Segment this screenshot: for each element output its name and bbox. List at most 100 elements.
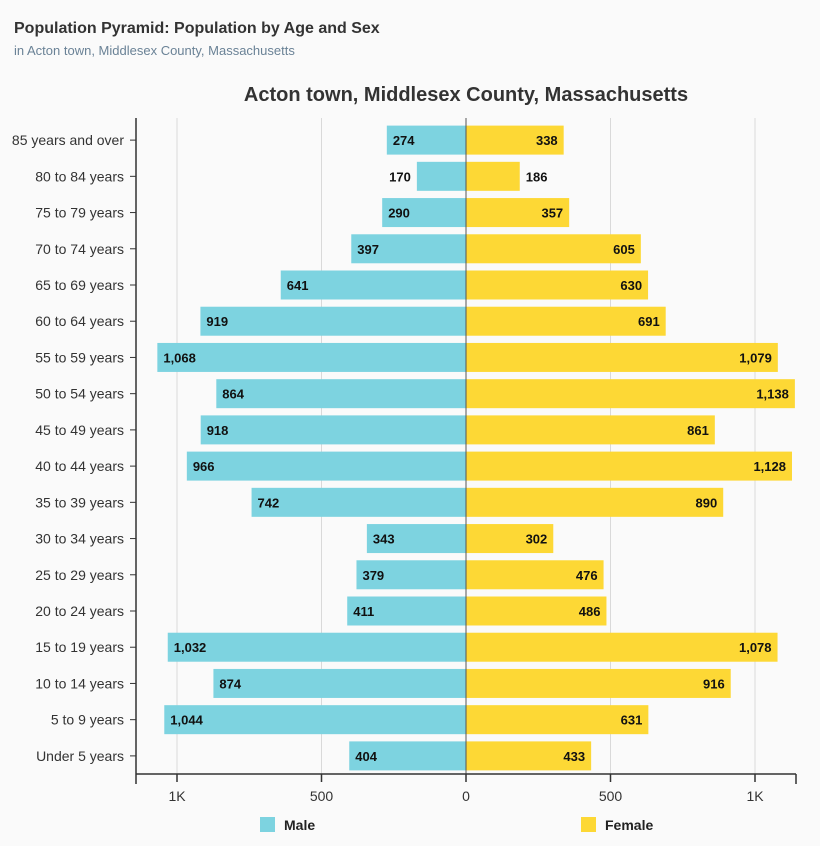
female-bar (466, 306, 666, 336)
male-bar (200, 415, 466, 445)
category-label: 15 to 19 years (35, 639, 124, 655)
female-data-label: 357 (541, 206, 563, 221)
category-label: 30 to 34 years (35, 531, 124, 547)
category-label: 75 to 79 years (35, 205, 124, 221)
female-bar (466, 560, 604, 590)
category-label: 80 to 84 years (35, 168, 124, 184)
female-bar (466, 234, 641, 264)
male-bar (167, 632, 466, 662)
legend-swatch-male (260, 817, 275, 832)
male-data-label: 919 (206, 314, 228, 329)
female-bar (466, 705, 649, 735)
female-data-label: 890 (696, 495, 718, 510)
category-label: 50 to 54 years (35, 386, 124, 402)
page-title: Population Pyramid: Population by Age an… (14, 20, 380, 37)
x-tick-label: 500 (310, 788, 334, 804)
category-label: 20 to 24 years (35, 603, 124, 619)
female-bar (466, 415, 715, 445)
male-bar (157, 342, 466, 372)
category-label: 25 to 29 years (35, 567, 124, 583)
category-label: 65 to 69 years (35, 277, 124, 293)
male-bar (366, 524, 466, 554)
female-bar (466, 198, 570, 228)
female-data-label: 916 (703, 676, 725, 691)
male-data-label: 379 (362, 568, 384, 583)
category-label: 55 to 59 years (35, 349, 124, 365)
male-data-label: 170 (389, 169, 411, 184)
female-bar (466, 668, 731, 698)
female-data-label: 605 (613, 242, 635, 257)
male-data-label: 864 (222, 387, 244, 402)
female-bar (466, 379, 795, 409)
female-data-label: 1,079 (739, 350, 772, 365)
male-bar (164, 705, 466, 735)
legend-swatch-female (581, 817, 596, 832)
male-bar (351, 234, 466, 264)
female-bar (466, 451, 792, 481)
female-data-label: 631 (621, 713, 643, 728)
male-bar (186, 451, 467, 481)
male-data-label: 742 (258, 495, 280, 510)
category-label: 5 to 9 years (51, 712, 124, 728)
x-tick-label: 1K (746, 788, 764, 804)
male-bar (216, 379, 466, 409)
male-bar (386, 125, 466, 155)
female-data-label: 630 (620, 278, 642, 293)
male-data-label: 1,068 (163, 350, 196, 365)
x-tick-label: 500 (599, 788, 623, 804)
female-bar (466, 161, 520, 191)
female-data-label: 1,138 (756, 387, 789, 402)
female-bar (466, 270, 649, 300)
female-data-label: 476 (576, 568, 598, 583)
male-bar (416, 161, 466, 191)
category-label: 35 to 39 years (35, 494, 124, 510)
male-data-label: 411 (353, 604, 374, 619)
female-data-label: 1,128 (753, 459, 786, 474)
female-data-label: 302 (526, 532, 548, 547)
female-data-label: 486 (579, 604, 601, 619)
male-data-label: 966 (193, 459, 215, 474)
male-bar (356, 560, 466, 590)
female-bar (466, 632, 778, 662)
category-label: 45 to 49 years (35, 422, 124, 438)
female-bar (466, 741, 592, 771)
male-data-label: 1,044 (170, 713, 203, 728)
male-data-label: 343 (373, 532, 395, 547)
male-bar (200, 306, 466, 336)
category-label: 70 to 74 years (35, 241, 124, 257)
legend-label-male: Male (284, 817, 315, 833)
chart-title: Acton town, Middlesex County, Massachuse… (244, 84, 688, 106)
male-data-label: 874 (219, 676, 241, 691)
x-tick-label: 1K (168, 788, 186, 804)
female-bar (466, 487, 724, 517)
category-label: 10 to 14 years (35, 675, 124, 691)
male-data-label: 404 (355, 749, 377, 764)
male-data-label: 918 (207, 423, 229, 438)
male-data-label: 397 (357, 242, 379, 257)
male-bar (349, 741, 466, 771)
male-bar (382, 198, 466, 228)
female-bar (466, 342, 778, 372)
female-data-label: 861 (687, 423, 709, 438)
male-bar (213, 668, 466, 698)
category-label: 40 to 44 years (35, 458, 124, 474)
female-bar (466, 524, 554, 554)
female-data-label: 338 (536, 133, 558, 148)
category-label: 60 to 64 years (35, 313, 124, 329)
male-bar (251, 487, 466, 517)
male-data-label: 641 (287, 278, 309, 293)
male-data-label: 274 (393, 133, 415, 148)
female-data-label: 186 (526, 169, 548, 184)
category-label: 85 years and over (12, 132, 124, 148)
male-bar (280, 270, 466, 300)
page-subtitle: in Acton town, Middlesex County, Massach… (14, 43, 295, 58)
female-data-label: 691 (638, 314, 660, 329)
female-bar (466, 125, 564, 155)
female-data-label: 1,078 (739, 640, 772, 655)
category-label: Under 5 years (36, 748, 124, 764)
x-tick-label: 0 (462, 788, 470, 804)
female-data-label: 433 (563, 749, 585, 764)
male-bar (347, 596, 466, 626)
female-bar (466, 596, 607, 626)
